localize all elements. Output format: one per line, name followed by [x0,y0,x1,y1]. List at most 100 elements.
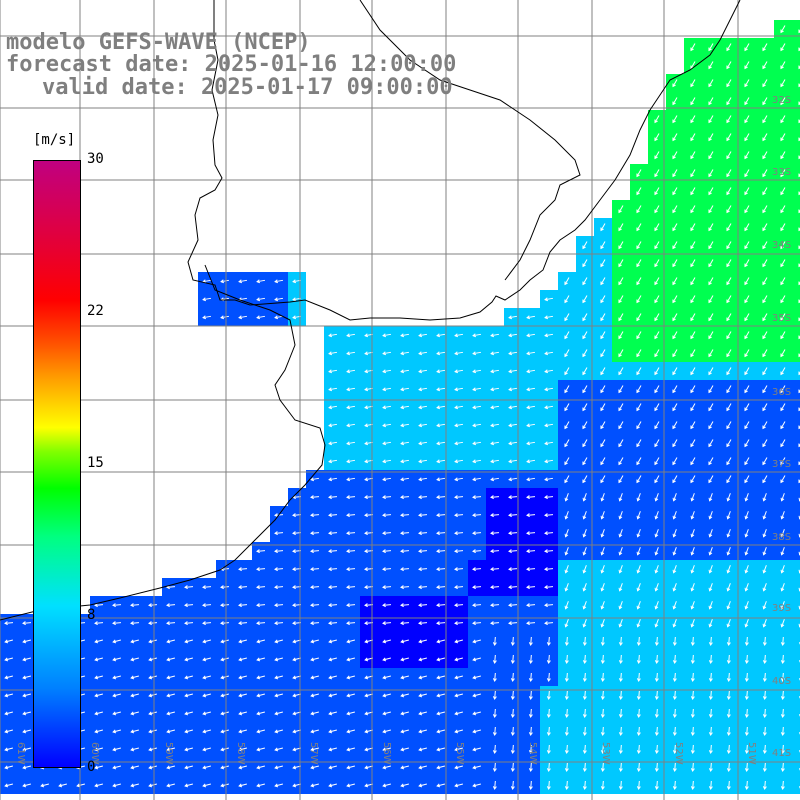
wind-arrow [762,457,768,466]
wind-arrow [618,475,624,484]
wind-arrow [582,403,588,412]
wind-arrow [382,477,392,482]
wind-arrow [654,403,660,412]
wind-arrow [654,169,660,178]
wind-arrow [726,61,732,70]
latitude-label: 33S [772,167,791,178]
wind-arrow [744,223,750,232]
wind-arrow [220,315,230,320]
wind-arrow [690,547,695,556]
wind-arrow [690,367,696,376]
wind-arrow [636,511,641,520]
wind-arrow [708,205,714,214]
wind-arrow [672,169,678,178]
wind-arrow [762,241,768,250]
wind-arrow [618,421,624,430]
colorbar-unit: [m/s] [33,132,76,148]
longitude-label: 55W [454,742,465,765]
wind-arrow [454,531,464,536]
wind-arrow [526,513,536,518]
wind-arrow [130,657,139,662]
wind-arrow [582,277,588,286]
wind-arrow [148,657,157,662]
wind-arrow [418,387,428,392]
wind-arrow [600,223,606,232]
wind-arrow [382,441,392,446]
wind-arrow [526,333,536,338]
wind-arrow [708,313,714,322]
wind-arrow [708,43,714,52]
coastline-inner [359,0,581,281]
wind-arrow [762,151,768,160]
field-cell [792,758,800,776]
wind-arrow [672,547,677,556]
longitude-label: 56W [381,742,392,765]
wind-arrow [600,367,606,376]
wind-arrow [112,603,122,608]
wind-arrow [510,636,515,646]
wind-arrow [436,603,446,608]
wind-arrow [490,351,500,356]
wind-arrow [636,547,641,556]
wind-arrow [690,385,696,394]
wind-arrow [454,441,464,446]
wind-arrow [328,369,338,374]
wind-arrow [238,603,248,608]
wind-arrow [636,475,642,484]
wind-arrow [454,567,464,572]
wind-arrow [436,531,446,536]
wind-arrow [130,639,139,644]
wind-arrow [708,601,713,610]
wind-arrow [418,351,428,356]
wind-arrow [780,529,785,538]
wind-arrow [726,79,732,88]
wind-arrow [454,459,464,464]
wind-arrow [382,513,392,518]
wind-arrow [472,423,482,428]
wind-arrow [526,567,536,572]
wind-arrow [762,601,767,610]
wind-arrow [490,459,500,464]
wind-arrow [726,169,732,178]
wind-arrow [382,423,392,428]
wind-arrow [526,405,536,410]
wind-arrow [508,423,518,428]
wind-arrow [744,439,750,448]
wind-arrow [618,367,624,376]
wind-arrow [762,79,768,88]
wind-arrow [490,603,500,608]
wind-arrow [274,531,284,536]
wind-arrow [672,277,678,286]
wind-arrow [436,585,446,590]
wind-arrow [744,43,750,52]
wind-arrow [690,151,696,160]
wind-arrow [654,385,660,394]
wind-arrow [726,241,732,250]
wind-arrow [582,313,588,322]
field-cell [792,128,800,146]
wind-arrow [310,477,320,482]
wind-arrow [726,97,732,106]
wind-arrow [508,315,518,320]
wind-arrow [328,585,338,590]
wind-arrow [184,621,194,626]
wind-arrow [346,531,356,536]
wind-arrow [708,547,713,556]
wind-arrow [436,513,446,518]
wind-arrow [238,567,248,572]
wind-arrow [582,529,587,538]
wind-arrow [726,583,731,592]
wind-arrow [400,441,410,446]
wind-arrow [780,205,786,214]
wind-arrow [472,333,482,338]
wind-arrow [762,511,767,520]
wind-arrow [564,654,569,664]
wind-arrow [708,403,714,412]
wind-arrow [274,585,284,590]
wind-arrow [654,187,660,196]
wind-arrow [346,441,356,446]
wind-arrow [636,583,641,592]
field-cell [792,218,800,236]
